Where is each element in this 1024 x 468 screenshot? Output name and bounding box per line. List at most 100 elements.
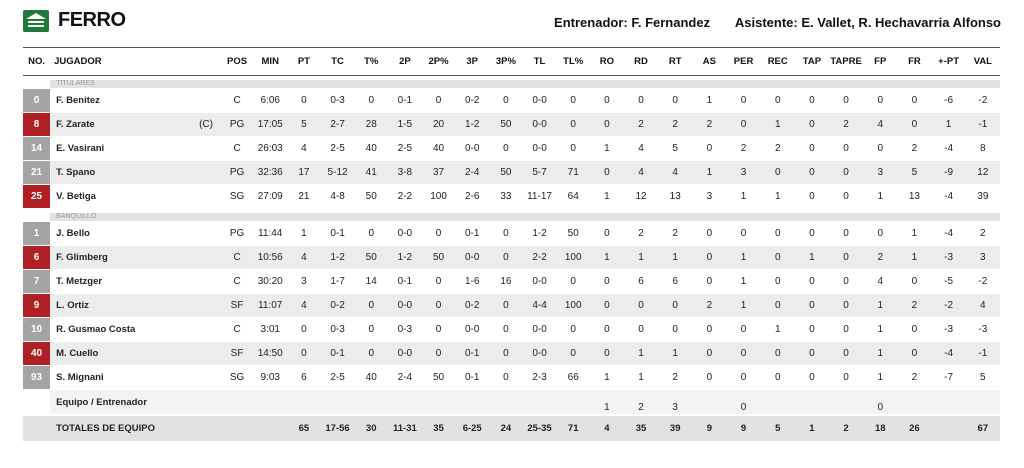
column-header[interactable]: RD	[623, 47, 659, 76]
stat-cell: 2	[760, 136, 795, 161]
totals-label: TOTALES DE EQUIPO	[50, 414, 221, 441]
stat-cell: 0	[556, 112, 590, 137]
column-header[interactable]: RT	[658, 47, 693, 76]
player-number: 7	[23, 269, 51, 294]
column-header[interactable]: VAL	[965, 47, 1000, 76]
column-header[interactable]: +-PT	[931, 47, 966, 76]
player-name[interactable]: M. Cuello	[50, 341, 221, 366]
column-header[interactable]: FP	[863, 47, 898, 76]
stat-cell: 0	[794, 136, 829, 161]
stat-cell: 50	[421, 245, 456, 270]
stat-cell: 1	[589, 389, 624, 416]
column-header[interactable]: PER	[726, 47, 761, 76]
stat-cell: 0	[421, 88, 456, 113]
stat-cell: 5	[965, 365, 1000, 390]
stat-cell: PG	[220, 112, 254, 137]
section-separator: TITULARES	[23, 76, 1000, 89]
table-row[interactable]: 6 F. Glimberg C 10:56 4 1-2 50 1-2 50 0-0 0 2-2 100 1…	[23, 245, 1000, 270]
column-header[interactable]: POS	[220, 47, 254, 76]
column-header[interactable]: 2P	[387, 47, 422, 76]
stat-cell: 50	[421, 365, 456, 390]
table-row[interactable]: 7 T. Metzger C 30:20 3 1-7 14 0-1 0 1-6 16 0-0 0 0 6 6 0…	[23, 269, 1000, 294]
stat-cell	[760, 389, 795, 416]
total-cell: 9	[692, 414, 727, 441]
stat-cell: 0	[692, 221, 727, 246]
column-header[interactable]: T%	[354, 47, 388, 76]
column-header[interactable]: FR	[897, 47, 932, 76]
stat-cell: 6:06	[253, 88, 288, 113]
stat-cell: 1	[589, 365, 624, 390]
column-header[interactable]: TL%	[556, 47, 590, 76]
stat-cell: 0	[794, 112, 829, 137]
table-row[interactable]: 25 V. Betiga SG 27:09 21 4-8 50 2-2 100 2-6 33 11-1…	[23, 184, 1000, 209]
stat-cell: 0	[794, 184, 829, 209]
table-row[interactable]: 10 R. Gusmao Costa C 3:01 0 0-3 0 0-3 0 0-0 0 0-0 0 0…	[23, 317, 1000, 342]
player-name[interactable]: E. Vasirani	[50, 136, 221, 161]
stat-cell: 0	[589, 317, 624, 342]
table-row[interactable]: 8 F. Zarate (C) PG 17:05 5 2-7 28 1-5 20 1-2 50 0-0 0…	[23, 112, 1000, 137]
player-name[interactable]: F. Zarate (C)	[50, 112, 221, 137]
player-name[interactable]: F. Benitez	[50, 88, 221, 113]
player-name[interactable]: R. Gusmao Costa	[50, 317, 221, 342]
stat-cell: -9	[931, 160, 966, 185]
stat-cell: 1-2	[320, 245, 355, 270]
stat-cell: 1-2	[522, 221, 557, 246]
table-row[interactable]: 40 M. Cuello SF 14:50 0 0-1 0 0-0 0 0-1 0 0-0 0 0 1 1 0 0…	[23, 341, 1000, 366]
total-cell: 71	[556, 414, 590, 441]
column-header[interactable]: MIN	[253, 47, 288, 76]
column-header[interactable]: NO.	[23, 47, 51, 76]
player-name[interactable]: T. Metzger	[50, 269, 221, 294]
player-number: 93	[23, 365, 51, 390]
column-header[interactable]: JUGADOR	[50, 47, 221, 76]
column-header[interactable]: PT	[287, 47, 321, 76]
team-totals-row: TOTALES DE EQUIPO 65 17-56 30 11-31 35 6-25 24 2…	[23, 414, 1000, 441]
stat-cell: 2-2	[522, 245, 557, 270]
table-row[interactable]: 93 S. Mignani SG 9:03 6 2-5 40 2-4 50 0-1 0 2-3 66 1 1…	[23, 365, 1000, 390]
stat-cell: 1	[658, 341, 693, 366]
column-header[interactable]: RO	[589, 47, 624, 76]
column-header[interactable]: AS	[692, 47, 727, 76]
coaching-staff: Entrenador: F. Fernandez Asistente: E. V…	[554, 15, 1001, 30]
column-header[interactable]: REC	[760, 47, 795, 76]
table-row[interactable]: 1 J. Bello PG 11:44 1 0-1 0 0-0 0 0-1 0 1-2 50 0 2 2 0 0 0…	[23, 221, 1000, 246]
table-row[interactable]: 21 T. Spano PG 32:36 17 5-12 41 3-8 37 2-4 50 5-7 71…	[23, 160, 1000, 185]
stat-cell: 1	[863, 365, 898, 390]
column-header[interactable]: TC	[320, 47, 355, 76]
column-header[interactable]: 3P%	[489, 47, 523, 76]
stat-cell: 2-4	[387, 365, 422, 390]
stat-cell: 0-1	[455, 365, 490, 390]
table-row[interactable]: 9 L. Ortiz SF 11:07 4 0-2 0 0-0 0 0-2 0 4-4 100 0 0 0 2 1…	[23, 293, 1000, 318]
stat-cell: 2-3	[522, 365, 557, 390]
stat-cell: 6	[287, 365, 321, 390]
stat-cell: 0	[863, 221, 898, 246]
table-row[interactable]: 14 E. Vasirani C 26:03 4 2-5 40 2-5 40 0-0 0 0-0 0 1 4…	[23, 136, 1000, 161]
column-header[interactable]: 2P%	[421, 47, 456, 76]
stat-cell: 0-2	[455, 293, 490, 318]
stat-cell: 1	[589, 184, 624, 209]
stat-cell: 1-7	[320, 269, 355, 294]
stat-cell: -3	[931, 317, 966, 342]
player-name[interactable]: F. Glimberg	[50, 245, 221, 270]
player-name[interactable]: L. Ortiz	[50, 293, 221, 318]
player-name[interactable]: T. Spano	[50, 160, 221, 185]
stat-cell: 2-5	[320, 365, 355, 390]
column-header[interactable]: TAPRE	[828, 47, 864, 76]
total-cell: 18	[863, 414, 898, 441]
table-row[interactable]: 0 F. Benitez C 6:06 0 0-3 0 0-1 0 0-2 0 0-0 0 0 0 0 1 0 0 0…	[23, 88, 1000, 113]
stat-cell: 5	[897, 160, 932, 185]
stat-cell: 2	[658, 112, 693, 137]
player-name[interactable]: S. Mignani	[50, 365, 221, 390]
column-header[interactable]: TAP	[794, 47, 829, 76]
player-name[interactable]: J. Bello	[50, 221, 221, 246]
column-header[interactable]: 3P	[455, 47, 490, 76]
stat-cell: 0-1	[455, 221, 490, 246]
stat-cell: 3	[287, 269, 321, 294]
total-cell: 5	[760, 414, 795, 441]
table-header-row: NO. JUGADOR POS MIN PT TC T% 2P 2P% 3P 3P% TL TL% RO R…	[23, 47, 1000, 76]
stat-cell: 0	[623, 317, 659, 342]
stat-cell: 1	[897, 245, 932, 270]
column-header[interactable]: TL	[522, 47, 557, 76]
player-name[interactable]: V. Betiga	[50, 184, 221, 209]
stat-cell: 8	[965, 136, 1000, 161]
player-name-text: L. Ortiz	[56, 300, 89, 311]
